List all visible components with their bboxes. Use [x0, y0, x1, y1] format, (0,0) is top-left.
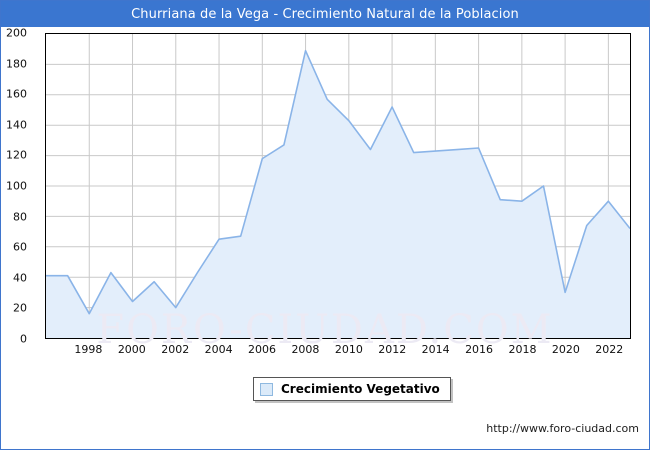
- x-tick-2016: 2016: [465, 343, 494, 356]
- y-tick-200: 200: [6, 26, 27, 40]
- chart-legend: Crecimiento Vegetativo: [253, 377, 451, 401]
- series-crecimiento-vegetativo: [46, 49, 630, 338]
- x-tick-2000: 2000: [117, 343, 146, 356]
- y-tick-140: 140: [6, 118, 27, 132]
- y-tick-100: 100: [6, 179, 27, 193]
- x-tick-2010: 2010: [334, 343, 363, 356]
- x-tick-1998: 1998: [74, 343, 103, 356]
- y-tick-40: 40: [13, 271, 27, 285]
- source-url: http://www.foro-ciudad.com: [486, 422, 639, 435]
- x-tick-2022: 2022: [595, 343, 624, 356]
- plot-area: [45, 33, 631, 339]
- chart-canvas: 0 20 40 60 80 100 120 140 160 180 200 1998 2000 2002…: [1, 27, 649, 449]
- page-title: Churriana de la Vega - Crecimiento Natur…: [131, 6, 519, 22]
- x-tick-2020: 2020: [551, 343, 580, 356]
- y-tick-0: 0: [20, 332, 27, 346]
- x-tick-2014: 2014: [421, 343, 450, 356]
- y-tick-20: 20: [13, 301, 27, 315]
- y-tick-160: 160: [6, 87, 27, 101]
- y-tick-60: 60: [13, 240, 27, 254]
- x-tick-2004: 2004: [204, 343, 233, 356]
- y-tick-80: 80: [13, 210, 27, 224]
- x-tick-2008: 2008: [291, 343, 320, 356]
- x-tick-2012: 2012: [378, 343, 407, 356]
- y-tick-120: 120: [6, 148, 27, 162]
- x-tick-2006: 2006: [248, 343, 277, 356]
- legend-item-label: Crecimiento Vegetativo: [281, 382, 440, 396]
- legend-swatch-icon: [260, 382, 273, 396]
- y-tick-180: 180: [6, 57, 27, 71]
- x-tick-2002: 2002: [161, 343, 190, 356]
- x-tick-2018: 2018: [508, 343, 537, 356]
- window-title-bar: Churriana de la Vega - Crecimiento Natur…: [1, 1, 649, 27]
